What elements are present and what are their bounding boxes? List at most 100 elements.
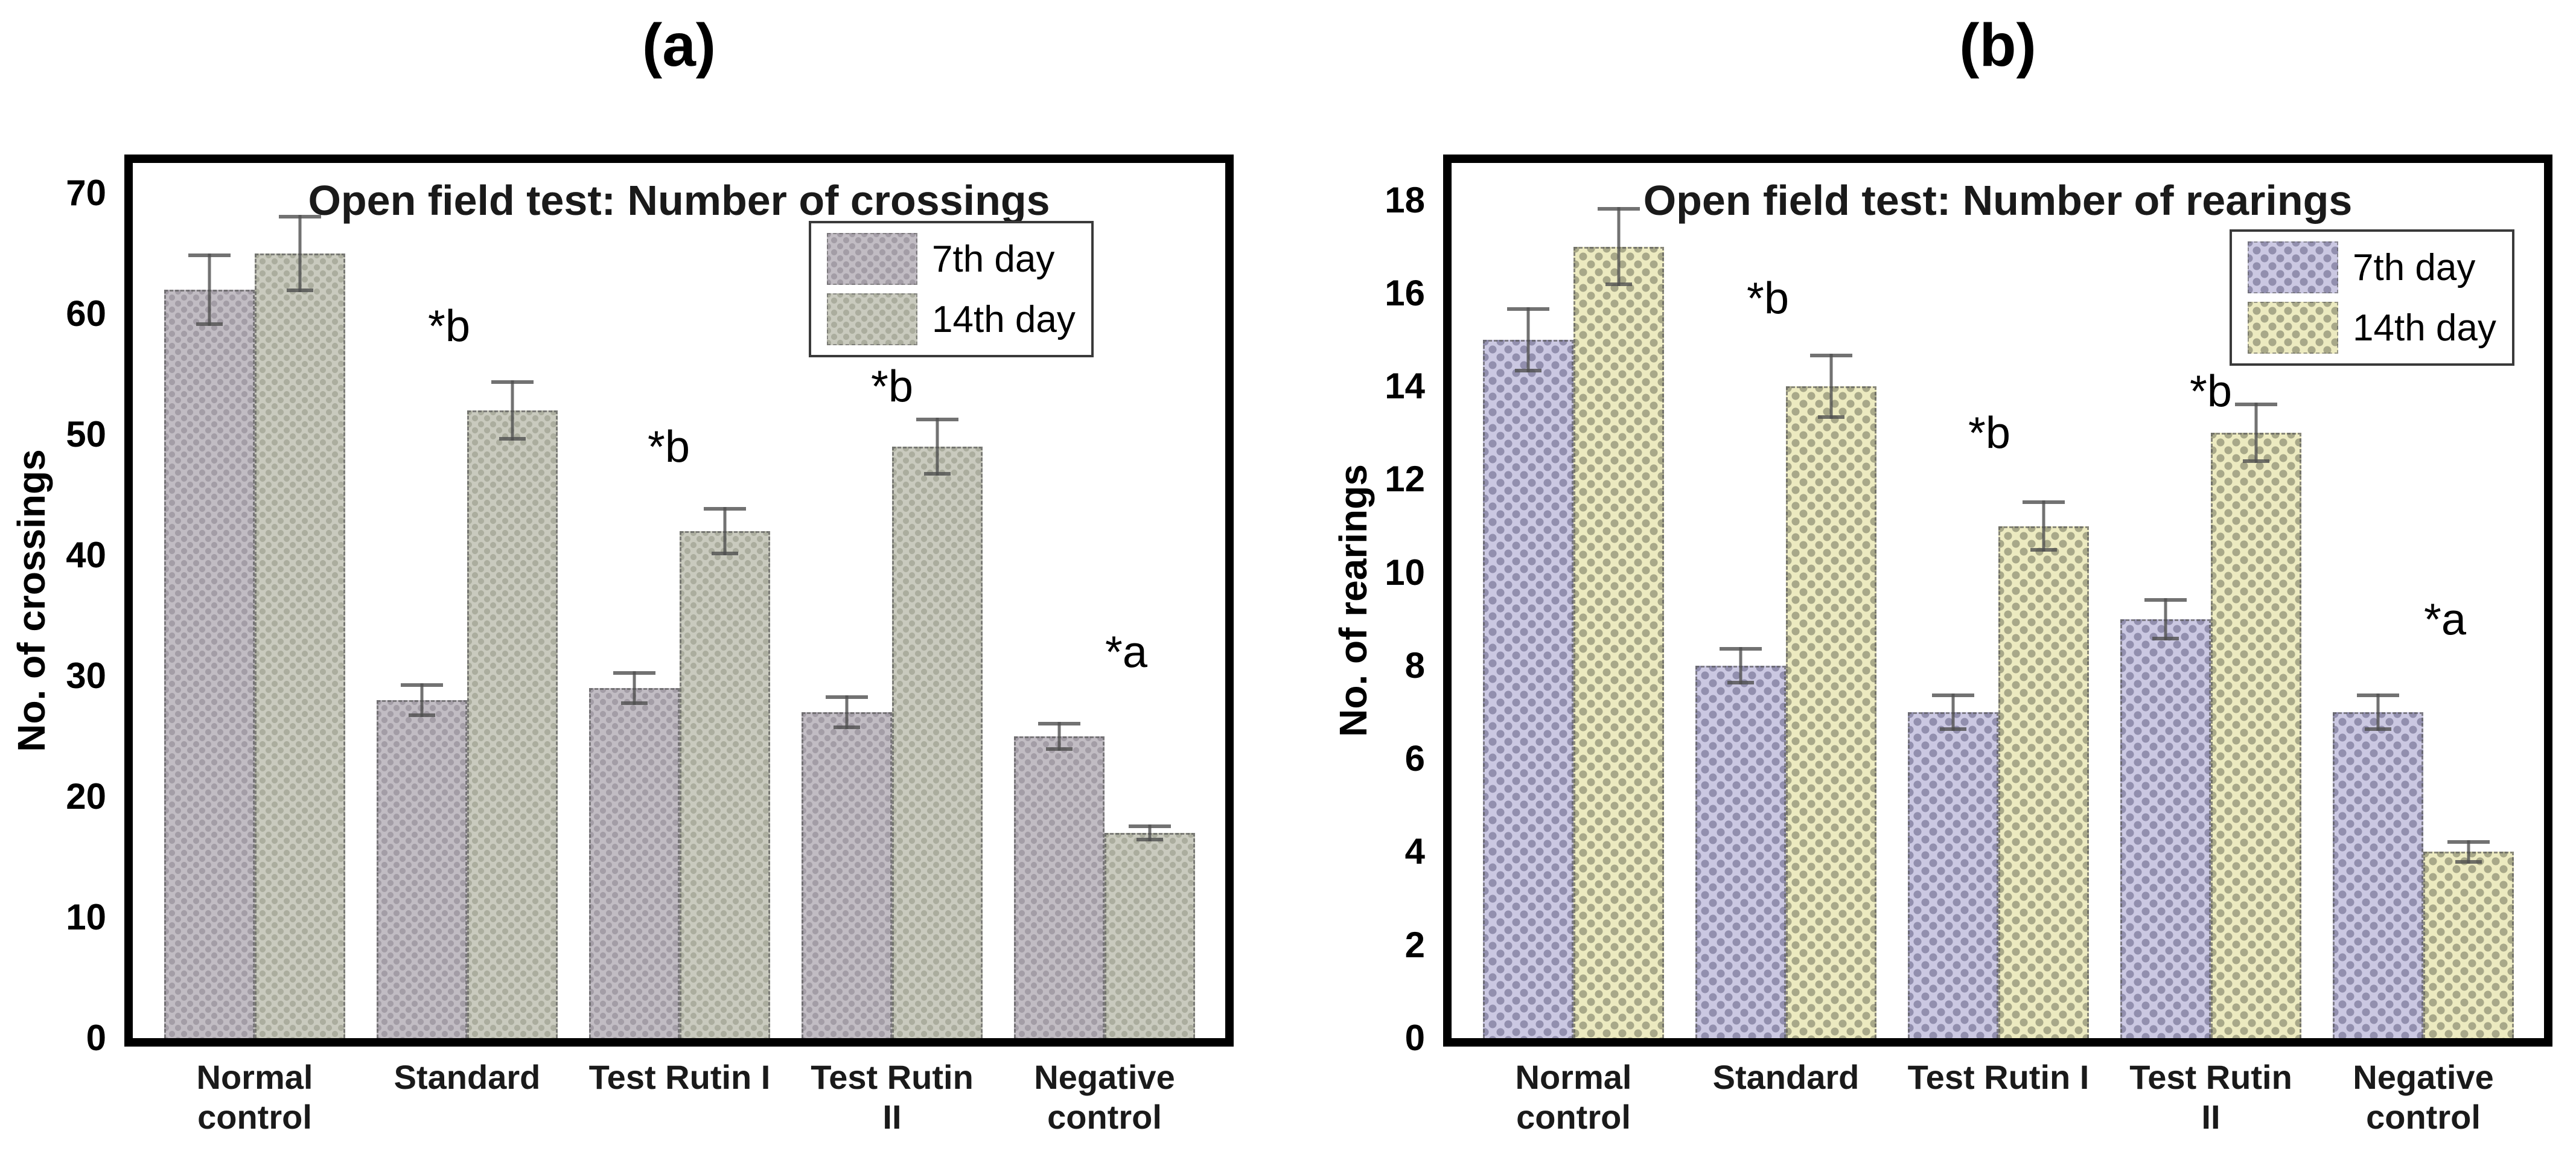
x-category-label-line: Negative: [1034, 1058, 1175, 1096]
y-tick-label: 0: [86, 1018, 106, 1058]
error-bar-cap-bottom: [1818, 415, 1844, 419]
y-axis-title: No. of rearings: [1331, 464, 1375, 737]
x-category-label-line: Standard: [1712, 1058, 1860, 1096]
y-tick-label: 4: [1404, 831, 1425, 872]
error-bar-stem: [723, 507, 727, 555]
x-category-label-line: Negative: [2353, 1058, 2494, 1096]
significance-annotation: *b: [2190, 366, 2232, 416]
bar-14th-day-1: [467, 410, 558, 1038]
bar-7th-day-1: [377, 700, 467, 1038]
error-bar: [1129, 824, 1171, 841]
error-bar-stem: [2467, 840, 2470, 864]
error-bar-cap-bottom: [196, 322, 223, 326]
x-category-label-line: II: [2201, 1098, 2221, 1136]
bar-14th-day-1: [1786, 386, 1876, 1038]
legend-swatch-14th-day: [827, 293, 917, 345]
error-bar-stem: [208, 253, 211, 326]
y-axis-title: No. of crossings: [10, 449, 53, 752]
chart-title: Open field test: Number of rearings: [1643, 177, 2353, 224]
bar-14th-day-3: [2211, 433, 2301, 1038]
x-category-label-line: Test Rutin I: [1907, 1058, 2090, 1096]
x-category-label-line: II: [882, 1098, 902, 1136]
error-bar-cap-bottom: [1515, 369, 1541, 373]
significance-annotation: *b: [1968, 407, 2010, 458]
y-tick-label: 12: [1385, 459, 1425, 500]
panel-a: (a) Open field test: Number of crossings N…: [10, 11, 1234, 1137]
bar-7th-day-0: [1483, 340, 1573, 1038]
error-bar-stem: [1148, 824, 1152, 841]
panel-label-b: (b): [1959, 11, 2036, 79]
x-category-label: Negative control: [1034, 1057, 1175, 1137]
legend-row: 7th day: [2248, 241, 2496, 293]
error-bar-cap-bottom: [2152, 636, 2179, 640]
error-bar-cap-bottom: [2365, 727, 2391, 731]
error-bar-stem: [1526, 307, 1530, 373]
bar-14th-day-2: [1998, 526, 2089, 1038]
error-bar-stem: [1057, 722, 1061, 751]
legend-label: 7th day: [932, 238, 1055, 280]
y-tick-label: 14: [1385, 366, 1425, 407]
y-tick-label: 50: [66, 414, 106, 454]
x-category-label: Standard: [1713, 1057, 1860, 1097]
error-bar-stem: [1829, 354, 1833, 419]
significance-annotation: *a: [1105, 627, 1147, 677]
error-bar: [1038, 722, 1080, 751]
y-tick-label: 8: [1404, 645, 1425, 686]
error-bar-stem: [845, 695, 849, 729]
y-tick-label: 6: [1404, 738, 1425, 779]
bar-7th-day-3: [2120, 619, 2211, 1038]
error-bar: [1720, 647, 1762, 684]
x-category-label: Test Rutin I: [589, 1057, 771, 1097]
x-category-label-line: Test Rutin: [2129, 1058, 2292, 1096]
error-bar-cap-bottom: [834, 725, 860, 729]
x-category-label-line: Test Rutin I: [588, 1058, 771, 1096]
error-bar-cap-bottom: [2243, 459, 2269, 464]
x-category-label: Normal control: [1516, 1057, 1632, 1137]
bar-7th-day-2: [1908, 712, 1998, 1038]
x-category-label-line: control: [2366, 1098, 2481, 1136]
error-bar-cap-bottom: [1137, 838, 1163, 841]
error-bar: [613, 671, 655, 705]
legend-row: 14th day: [827, 293, 1076, 345]
error-bar: [2357, 693, 2399, 731]
error-bar-stem: [511, 380, 514, 441]
x-category-label-line: control: [197, 1098, 312, 1136]
x-category-label-line: Test Rutin: [811, 1058, 974, 1096]
legend: 7th day 14th day: [809, 221, 1094, 357]
error-bar: [2235, 403, 2277, 464]
error-bar: [1810, 354, 1852, 419]
error-bar-stem: [633, 671, 636, 705]
bar-14th-day-2: [680, 531, 770, 1038]
significance-annotation: *a: [2424, 594, 2466, 645]
legend-row: 7th day: [827, 233, 1076, 285]
y-tick-label: 20: [66, 776, 106, 817]
y-tick-label: 30: [66, 655, 106, 696]
y-tick-label: 70: [66, 173, 106, 213]
significance-annotation: *b: [871, 361, 913, 412]
x-category-label-line: Normal: [196, 1058, 313, 1096]
error-bar-stem: [936, 418, 939, 476]
error-bar-cap-bottom: [621, 701, 648, 705]
legend-label: 14th day: [2353, 307, 2496, 349]
bar-7th-day-1: [1695, 665, 1786, 1038]
error-bar: [401, 683, 443, 717]
x-category-label-line: Normal: [1515, 1058, 1632, 1096]
x-category-label: Test Rutin II: [2129, 1057, 2292, 1137]
x-category-label: Test Rutin I: [1908, 1057, 2090, 1097]
error-bar: [2023, 500, 2065, 552]
bar-7th-day-2: [589, 688, 680, 1038]
significance-annotation: *b: [1747, 273, 1789, 324]
bar-14th-day-0: [1573, 246, 1664, 1038]
x-category-label-line: Standard: [394, 1058, 541, 1096]
error-bar-cap-bottom: [1605, 282, 1632, 287]
y-tick-label: 18: [1385, 179, 1425, 220]
error-bar-stem: [420, 683, 424, 717]
y-tick-label: 60: [66, 293, 106, 334]
error-bar-cap-bottom: [499, 437, 526, 441]
bar-14th-day-4: [1105, 833, 1195, 1038]
y-tick-label: 16: [1385, 272, 1425, 313]
error-bar: [916, 418, 958, 476]
bar-14th-day-4: [2423, 852, 2514, 1038]
bar-14th-day-3: [892, 447, 983, 1038]
